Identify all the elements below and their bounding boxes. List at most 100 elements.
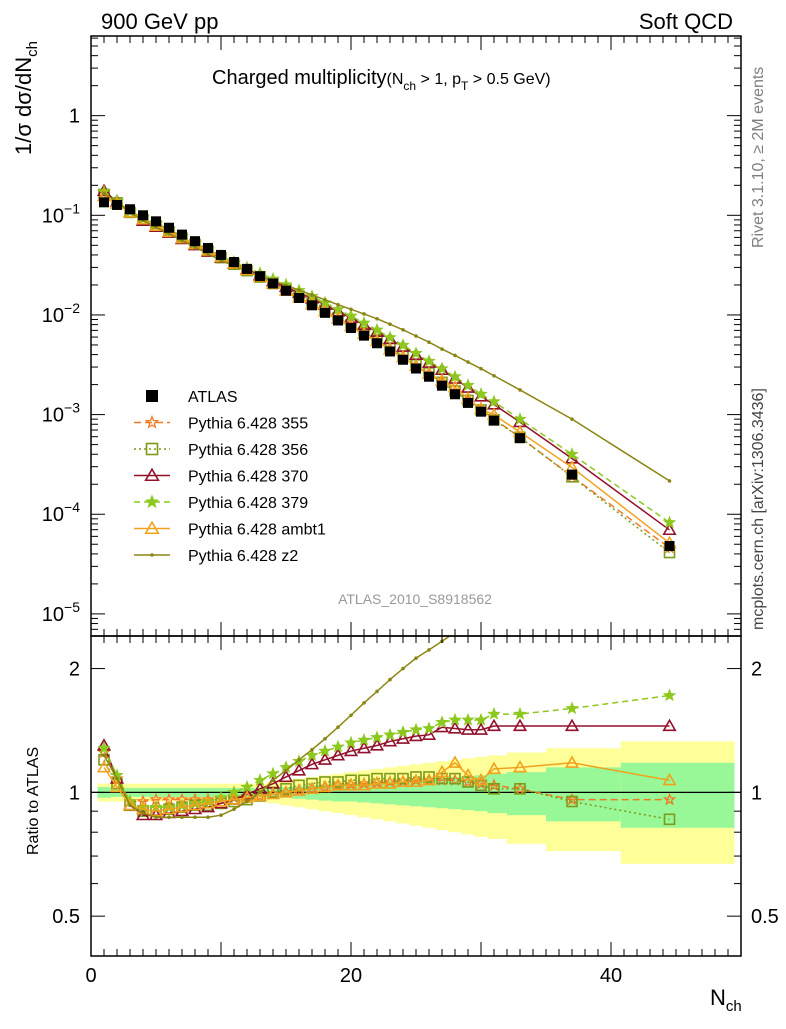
y-tick-exponent: −5 xyxy=(64,599,80,615)
series-point-ratio-4 xyxy=(564,755,580,768)
series-point-ratio-2 xyxy=(447,721,463,734)
series-point-ratio-4 xyxy=(200,796,216,809)
series-point-ratio-2 xyxy=(421,727,437,740)
stat-band-bin xyxy=(435,777,449,809)
legend-marker xyxy=(144,520,160,535)
series-point-ratio-5 xyxy=(219,813,223,817)
series-point-ratio-4 xyxy=(109,779,125,793)
series-point-ratio-3 xyxy=(435,715,449,729)
series-point-top-5 xyxy=(323,298,327,302)
series-point-ratio-1 xyxy=(462,776,474,788)
legend-label: ATLAS xyxy=(188,389,238,406)
series-point-ratio-3 xyxy=(344,735,358,749)
series-point-ratio-3 xyxy=(305,748,319,762)
stat-band-bin xyxy=(507,772,546,816)
series-point-ratio-4 xyxy=(382,776,398,789)
series-point-top-5 xyxy=(453,353,457,358)
series-point-ratio-0 xyxy=(565,792,579,806)
x-tick-label: 40 xyxy=(600,965,622,987)
series-point-top-3 xyxy=(435,361,449,375)
stat-band-bin xyxy=(620,762,735,828)
series-point-top-5 xyxy=(310,293,314,297)
series-point-ratio-0 xyxy=(344,777,358,791)
series-point-ratio-5 xyxy=(362,701,366,705)
series-point-ratio-3 xyxy=(513,706,527,720)
series-point-ratio-2 xyxy=(291,763,307,776)
series-point-ratio-5 xyxy=(154,815,158,820)
reference-label: mcplots.cern.ch [arXiv:1306.3436] xyxy=(750,388,767,630)
series-point-ratio-2 xyxy=(356,740,372,754)
series-point-ratio-5 xyxy=(427,648,431,652)
series-point-top-3 xyxy=(448,369,462,383)
series-point-top-3 xyxy=(344,308,358,322)
series-point-ratio-2 xyxy=(330,748,346,761)
series-point-ratio-4 xyxy=(512,760,528,773)
series-point-ratio-4 xyxy=(291,783,307,796)
series-point-top-3 xyxy=(357,315,371,329)
y-tick-base: 10 xyxy=(42,205,64,227)
y-tick-label-top: 10−5 xyxy=(42,599,80,626)
series-point-ratio-0 xyxy=(370,775,384,789)
data-point-atlas xyxy=(398,354,408,365)
data-point-atlas xyxy=(346,322,356,333)
series-point-top-3 xyxy=(370,322,384,336)
energy-label: 900 GeV pp xyxy=(101,9,218,34)
data-point-atlas xyxy=(463,397,473,408)
data-point-atlas xyxy=(242,263,252,274)
series-point-ratio-5 xyxy=(102,753,106,758)
x-axis-label: Nch xyxy=(710,985,742,1015)
series-point-top-5 xyxy=(466,360,470,364)
y-tick-exponent: −1 xyxy=(64,200,80,216)
series-line-top-1 xyxy=(103,193,670,554)
series-point-ratio-3 xyxy=(266,766,280,780)
title-cut-b: > 1, p xyxy=(416,71,461,88)
series-point-ratio-5 xyxy=(323,736,327,741)
data-point-atlas xyxy=(567,469,577,480)
series-point-ratio-0 xyxy=(266,787,280,800)
series-point-top-5 xyxy=(667,479,672,483)
series-point-ratio-4 xyxy=(343,777,359,791)
series-point-ratio-4 xyxy=(96,760,112,773)
series-point-ratio-3 xyxy=(448,712,462,726)
series-point-ratio-2 xyxy=(564,718,580,732)
data-point-atlas xyxy=(125,204,135,215)
series-point-ratio-2 xyxy=(200,799,216,813)
data-point-atlas xyxy=(268,278,278,289)
series-point-top-5 xyxy=(401,327,405,332)
data-point-atlas xyxy=(489,415,499,426)
legend-marker xyxy=(144,494,160,509)
series-point-ratio-3 xyxy=(487,706,501,720)
series-line-ratio-1 xyxy=(103,759,670,821)
series-point-ratio-3 xyxy=(370,730,384,744)
y-tick-base: 10 xyxy=(42,504,64,526)
series-line-top-5 xyxy=(103,192,670,482)
series-point-ratio-3 xyxy=(461,712,475,726)
data-point-atlas xyxy=(151,216,161,227)
series-point-top-5 xyxy=(492,373,496,378)
series-point-ratio-2 xyxy=(512,718,528,732)
series-point-ratio-1 xyxy=(488,783,500,795)
series-point-top-5 xyxy=(479,366,483,371)
series-point-top-3 xyxy=(396,338,410,351)
series-point-top-5 xyxy=(570,417,574,421)
y-tick-label-ratio-right: 1 xyxy=(751,782,762,804)
x-tick-label: 0 xyxy=(85,965,96,987)
series-point-top-5 xyxy=(102,191,106,196)
series-point-ratio-5 xyxy=(284,768,288,773)
y-tick-label-ratio-right: 0.5 xyxy=(751,906,779,928)
series-point-ratio-5 xyxy=(349,713,353,718)
series-point-ratio-4 xyxy=(486,761,502,775)
x-tick-label: 20 xyxy=(340,965,362,987)
title-cut-a: (N xyxy=(387,71,404,88)
series-point-ratio-5 xyxy=(518,591,522,595)
series-point-ratio-5 xyxy=(180,815,184,820)
series-point-top-3 xyxy=(461,378,475,392)
legend-marker xyxy=(145,442,159,456)
series-point-ratio-3 xyxy=(383,727,397,741)
data-point-atlas xyxy=(138,210,148,221)
data-point-atlas xyxy=(372,338,382,349)
y-tick-label-top: 10−3 xyxy=(42,400,80,427)
series-point-ratio-5 xyxy=(297,757,301,762)
rivet-label: Rivet 3.1.10, ≥ 2M events xyxy=(750,67,767,248)
